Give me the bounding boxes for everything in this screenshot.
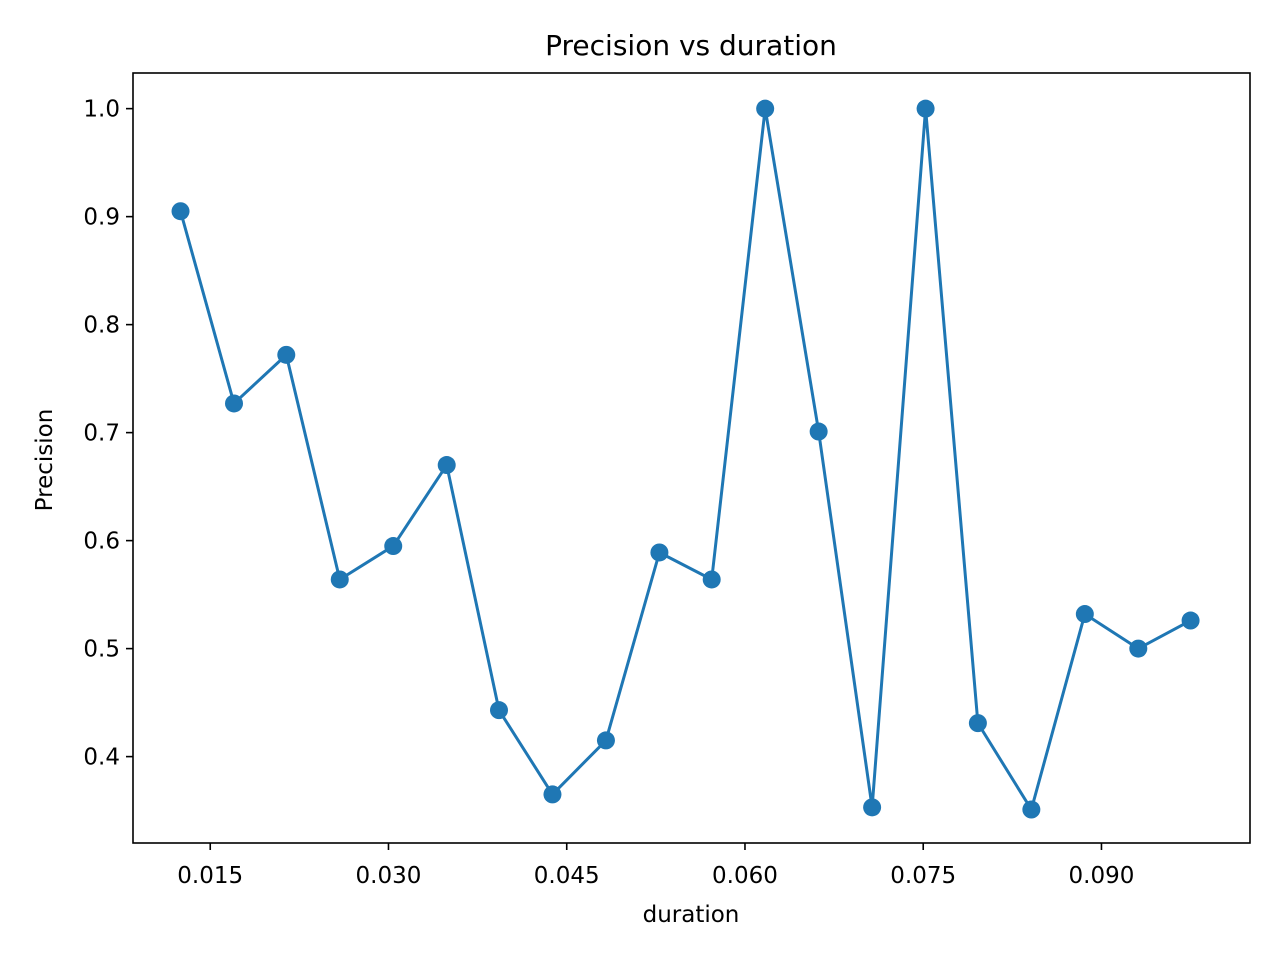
data-point (596, 731, 615, 750)
y-tick-label: 0.6 (83, 529, 120, 555)
data-point (437, 456, 456, 475)
data-point (756, 99, 775, 118)
data-point (330, 570, 349, 589)
data-point (225, 394, 244, 413)
x-tick-label: 0.075 (890, 863, 956, 889)
plot-frame (132, 72, 1251, 844)
data-point (543, 785, 562, 804)
x-tick-label: 0.015 (177, 863, 243, 889)
x-axis-ticks: 0.015 0.030 0.045 0.060 0.075 0.090 (177, 843, 1134, 889)
data-point (1181, 611, 1200, 630)
y-tick-label: 1.0 (83, 97, 120, 123)
x-tick-label: 0.030 (356, 863, 422, 889)
x-tick-label: 0.090 (1069, 863, 1135, 889)
chart-title: Precision vs duration (545, 29, 837, 62)
data-point (384, 537, 403, 556)
y-tick-label: 0.5 (83, 637, 120, 663)
y-tick-label: 0.9 (83, 205, 120, 231)
data-point (1129, 639, 1148, 658)
data-point (916, 99, 935, 118)
data-point (277, 345, 296, 364)
data-point (489, 701, 508, 720)
data-point (968, 714, 987, 733)
data-point (702, 570, 721, 589)
y-axis-label: Precision (32, 409, 58, 512)
series-layer (171, 99, 1200, 819)
data-point (1022, 800, 1041, 819)
data-point (863, 798, 882, 817)
series-line (179, 107, 1192, 812)
data-point (171, 202, 190, 221)
x-tick-label: 0.060 (712, 863, 778, 889)
y-axis-ticks: 0.4 0.5 0.6 0.7 0.8 0.9 1.0 (83, 97, 133, 771)
y-tick-label: 0.8 (83, 313, 120, 339)
data-point (1075, 605, 1094, 624)
plot-area (132, 72, 1251, 844)
data-point (809, 422, 828, 441)
x-axis-label: duration (643, 902, 740, 928)
x-tick-label: 0.045 (534, 863, 600, 889)
data-point (650, 543, 669, 562)
y-tick-label: 0.4 (83, 745, 120, 771)
y-tick-label: 0.7 (83, 421, 120, 447)
